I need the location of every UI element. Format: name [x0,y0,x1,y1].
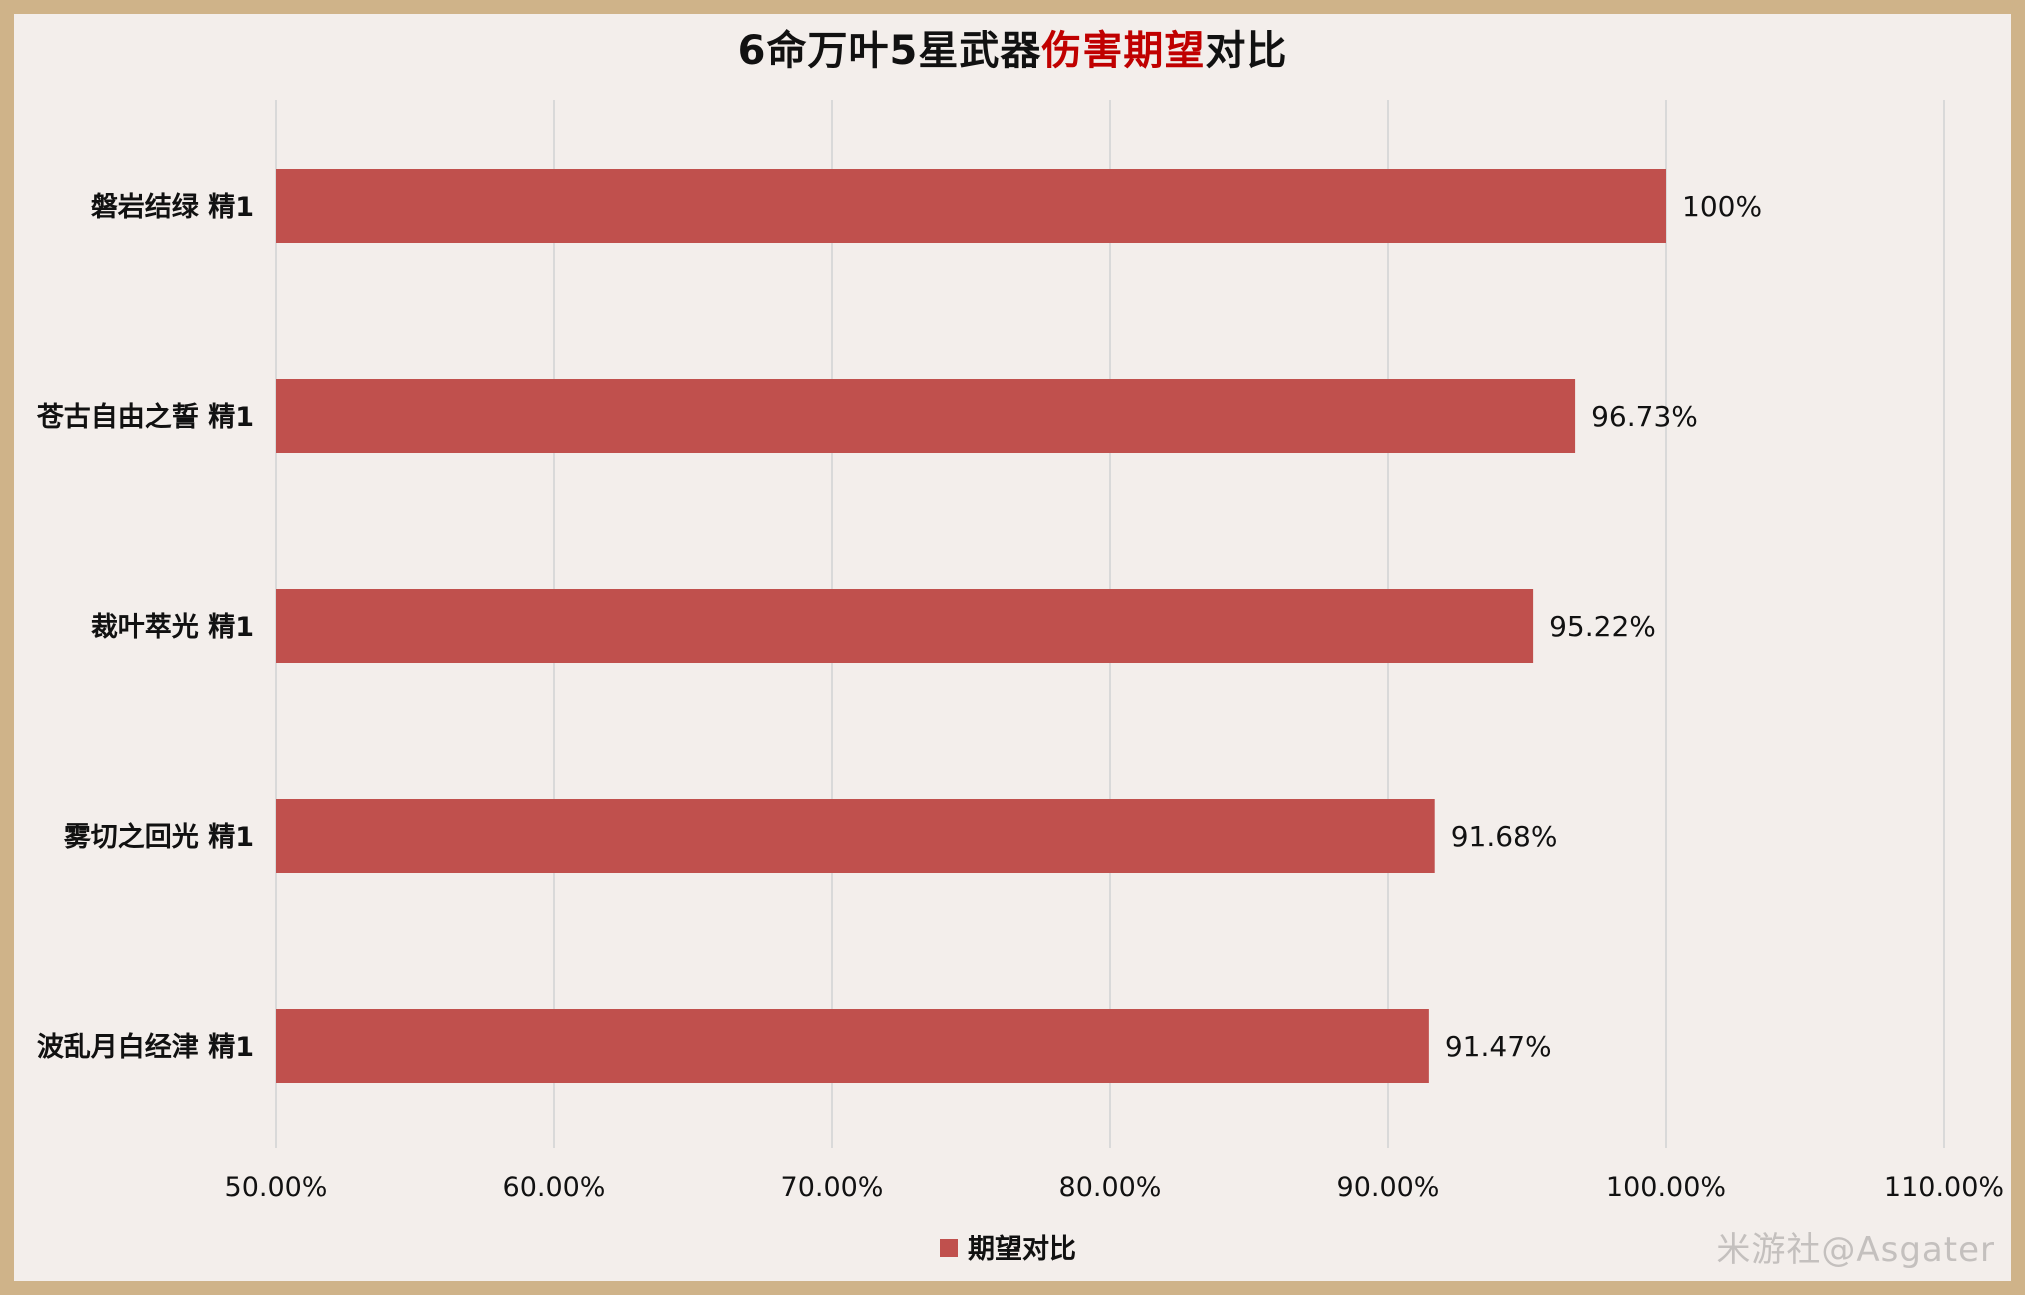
x-tick-labels: 50.00% 60.00% 70.00% 80.00% 90.00% 100.00% 110… [225,1172,2005,1203]
bar [276,799,1435,873]
bars [276,169,1666,1083]
title-highlight: 伤害期望 [1041,28,1206,74]
data-label: 96.73% [1591,400,1698,433]
x-tick-label: 110.00% [1884,1172,2004,1203]
x-tick-label: 80.00% [1059,1172,1162,1203]
category-label: 雾切之回光 精1 [64,821,254,853]
watermark: 米游社@Asgater [1716,1230,1995,1270]
category-labels: 磐岩结绿 精1 苍古自由之誓 精1 裁叶萃光 精1 雾切之回光 精1 波乱月白经津 精1 [36,192,254,1063]
bar [276,589,1534,663]
bar [276,379,1576,453]
category-label: 裁叶萃光 精1 [91,612,254,643]
data-label: 91.47% [1445,1030,1552,1063]
legend-swatch [940,1239,958,1257]
x-tick-label: 60.00% [503,1172,606,1203]
category-label: 磐岩结绿 精1 [91,192,254,223]
legend-label: 期望对比 [968,1234,1076,1265]
data-label: 91.68% [1451,820,1558,853]
x-tick-label: 100.00% [1606,1172,1726,1203]
bar [276,169,1666,243]
title-prefix: 6命万叶5星武器 [737,28,1042,74]
x-tick-label: 50.00% [225,1172,328,1203]
data-label: 100% [1682,190,1762,223]
data-label: 95.22% [1549,610,1656,643]
category-label: 苍古自由之誓 精1 [36,401,254,433]
title-suffix: 对比 [1205,28,1288,74]
bar [276,1009,1429,1083]
category-label: 波乱月白经津 精1 [37,1031,254,1063]
x-tick-label: 70.00% [781,1172,884,1203]
x-tick-label: 90.00% [1337,1172,1440,1203]
value-labels: 100% 96.73% 95.22% 91.68% 91.47% [1445,190,1762,1063]
chart-title: 6命万叶5星武器伤害期望对比 [0,18,2025,76]
legend: 期望对比 [940,1234,1076,1265]
